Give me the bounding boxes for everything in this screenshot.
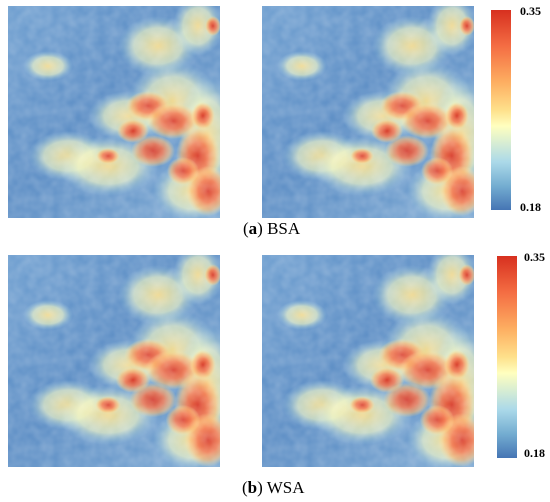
bsa-colorbar bbox=[491, 10, 511, 210]
wsa-colorbar-min-label: 0.18 bbox=[524, 446, 545, 460]
bsa-colorbar-min-label: 0.18 bbox=[520, 200, 541, 214]
wsa-colorbar-max-label: 0.35 bbox=[524, 250, 545, 264]
wsa-colorbar bbox=[497, 256, 517, 458]
bsa-map-left bbox=[8, 6, 220, 218]
bsa-caption: (a) BSA bbox=[243, 219, 301, 238]
bsa-caption-label: a bbox=[248, 219, 258, 238]
wsa-caption: (b) WSA bbox=[242, 478, 305, 497]
bsa-colorbar-max-label: 0.35 bbox=[520, 4, 541, 18]
bsa-caption-text: BSA bbox=[267, 219, 301, 238]
wsa-map-right bbox=[262, 255, 474, 467]
wsa-map-left bbox=[8, 255, 220, 467]
bsa-map-right bbox=[262, 6, 474, 218]
bsa-colorbar-gradient bbox=[491, 10, 511, 210]
wsa-caption-text: WSA bbox=[266, 478, 305, 497]
wsa-caption-label: b bbox=[247, 478, 258, 497]
wsa-colorbar-gradient bbox=[497, 256, 517, 458]
